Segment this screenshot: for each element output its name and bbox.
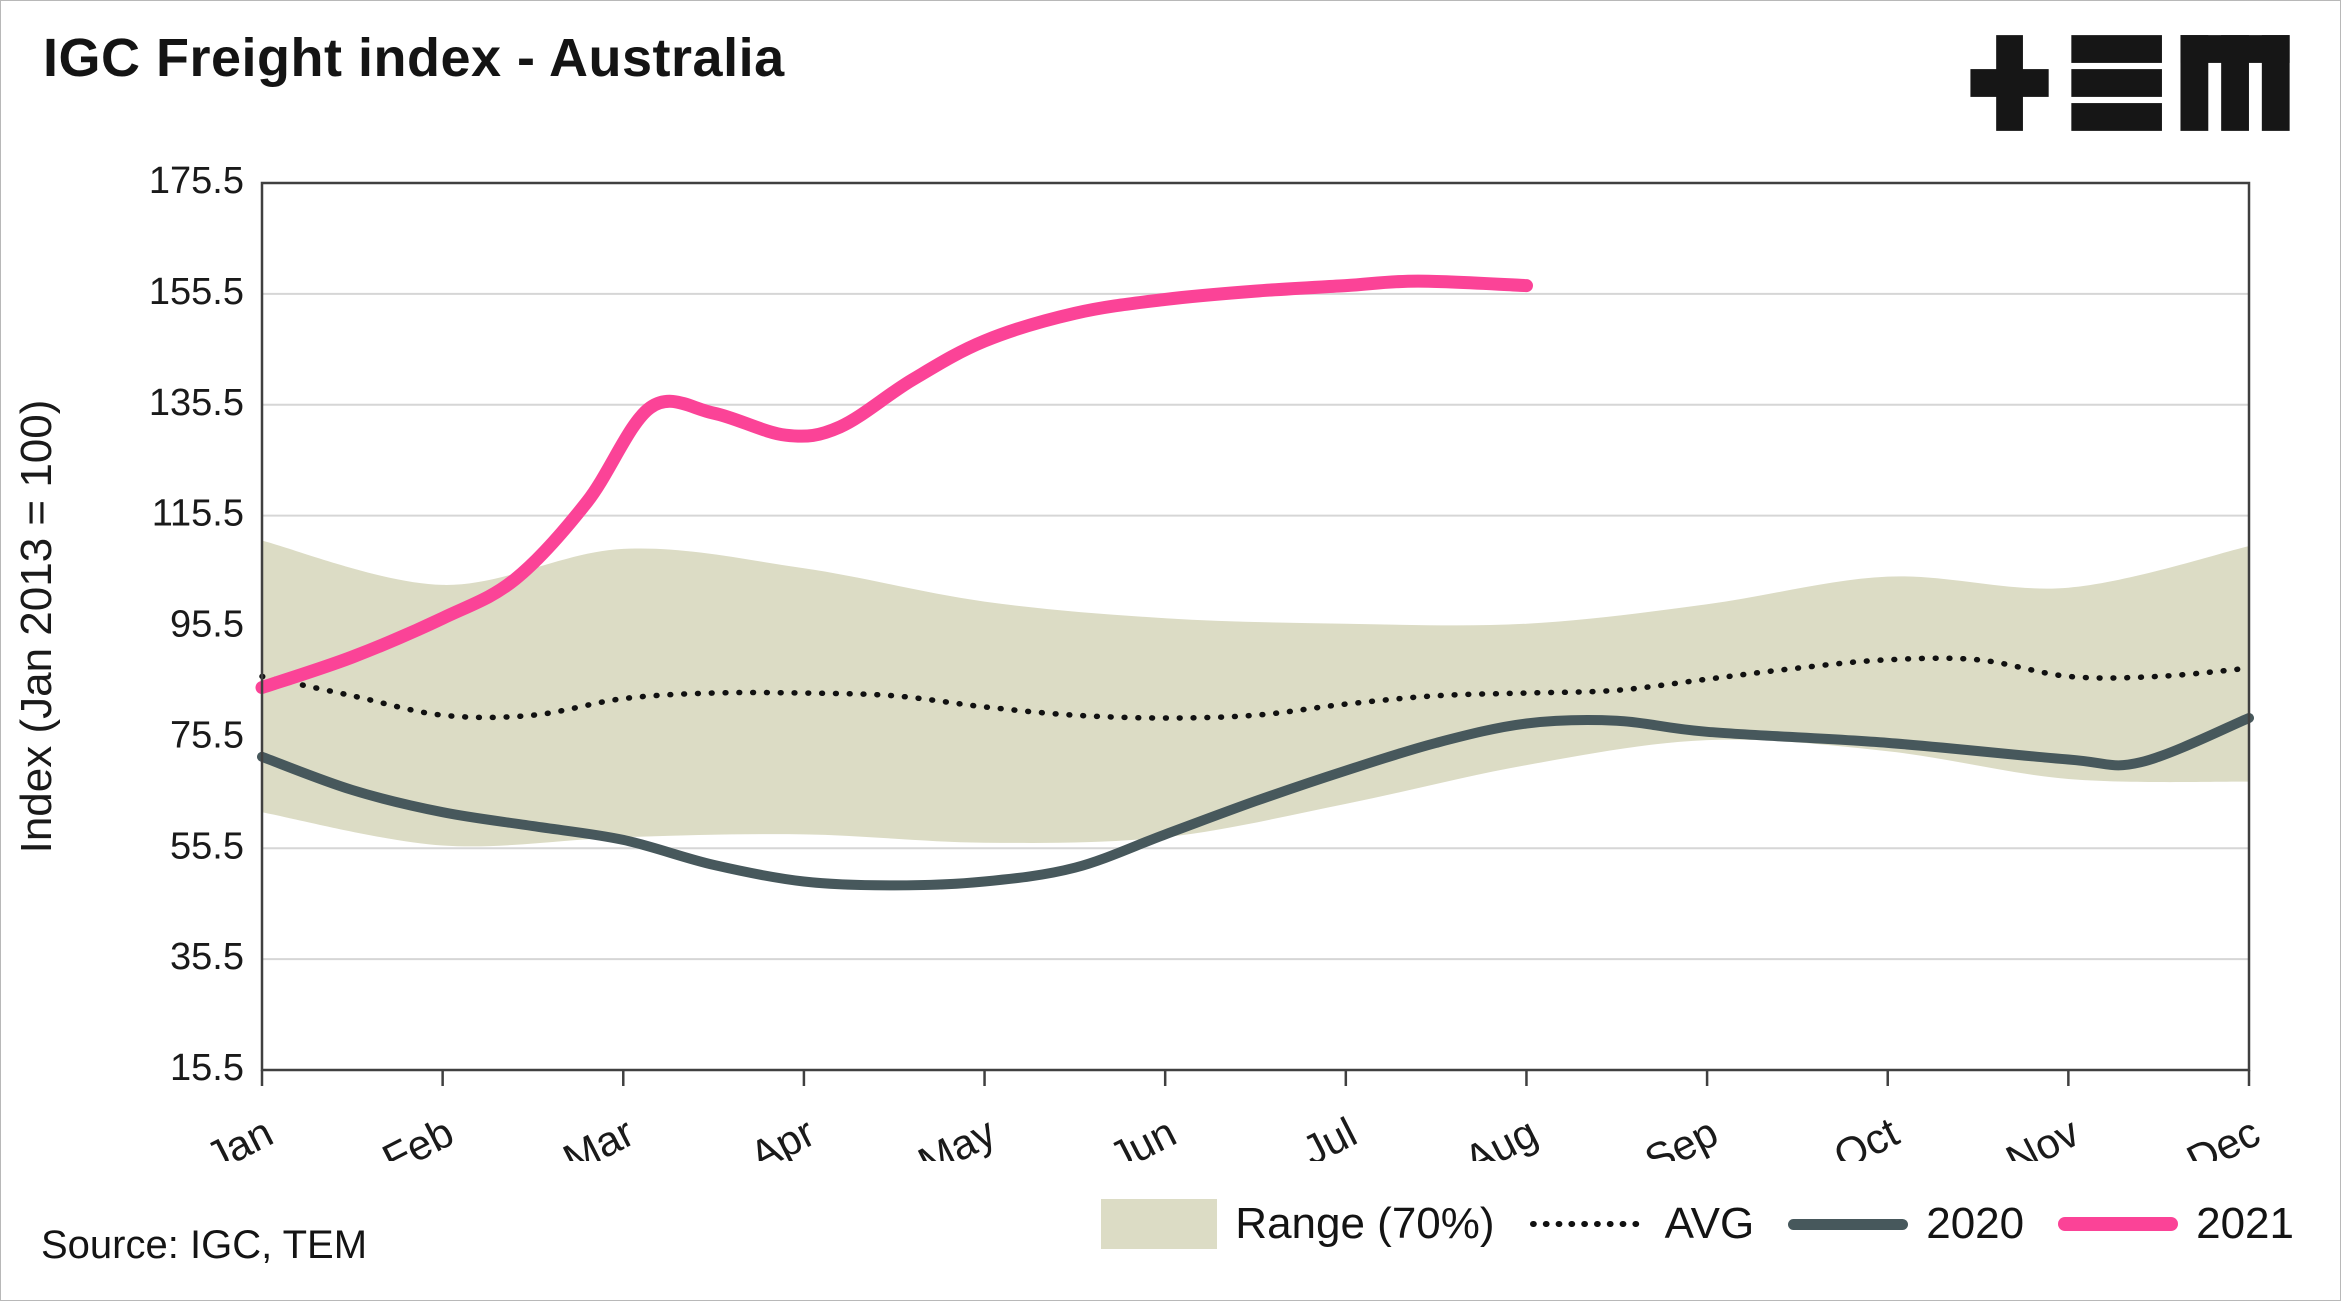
y-tick-label: 35.5 [170, 936, 244, 978]
x-tick-label: Aug [1457, 1108, 1545, 1161]
x-tick-label: Oct [1826, 1108, 1906, 1161]
y-tick-label: 135.5 [149, 382, 244, 424]
x-tick-label: Jul [1295, 1108, 1364, 1161]
legend-label-range: Range (70%) [1235, 1199, 1495, 1248]
legend: Range (70%) AVG 2020 2021 [1101, 1199, 2294, 1249]
x-tick-label: May [911, 1108, 1003, 1161]
x-tick-label: Feb [375, 1108, 461, 1161]
line-2020 [257, 713, 2254, 891]
legend-swatch-avg-dotted [1529, 1221, 1646, 1227]
legend-item-2021: 2021 [2058, 1199, 2294, 1249]
legend-label-avg: AVG [1664, 1199, 1755, 1248]
y-tick-label: 55.5 [170, 825, 244, 867]
y-tick-label: 15.5 [170, 1047, 244, 1089]
legend-item-avg: AVG [1529, 1199, 1755, 1249]
legend-label-2021: 2021 [2196, 1199, 2294, 1248]
range-band [262, 540, 2249, 847]
y-axis-title: Index (Jan 2013 = 100) [12, 400, 61, 854]
y-tick-label: 175.5 [149, 160, 244, 202]
x-tick-label: Jun [1102, 1108, 1184, 1161]
legend-swatch-2021-line [2058, 1217, 2179, 1231]
y-tick-label: 155.5 [149, 271, 244, 313]
legend-item-2020: 2020 [1788, 1199, 2024, 1249]
y-tick-label: 95.5 [170, 604, 244, 646]
y-tick-label: 115.5 [152, 493, 244, 535]
legend-label-2020: 2020 [1926, 1199, 2025, 1248]
tem-logo-glyphs [1970, 35, 2290, 131]
page-title: IGC Freight index - Australia [43, 28, 785, 88]
tem-logo [1970, 35, 2290, 131]
x-tick-label: Dec [2179, 1108, 2267, 1161]
plot-border [260, 181, 2251, 1072]
x-tick-label: Mar [556, 1108, 642, 1161]
line-2021 [255, 274, 1533, 694]
freight-index-chart: 15.5 35.5 55.5 75.5 95.5 115.5 135.5 155.5 175.5… [12, 160, 2267, 1161]
legend-swatch-2020-line [1788, 1218, 1909, 1230]
x-tick-label: Sep [1637, 1108, 1725, 1161]
x-tick-label: Nov [1999, 1108, 2087, 1161]
legend-swatch-range-band [1101, 1199, 1218, 1249]
y-tick-label: 75.5 [170, 714, 244, 756]
source-text: Source: IGC, TEM [41, 1223, 368, 1267]
x-tick-label: Jan [198, 1108, 280, 1161]
x-tick-label: Apr [742, 1108, 822, 1161]
legend-item-range: Range (70%) [1101, 1199, 1495, 1249]
